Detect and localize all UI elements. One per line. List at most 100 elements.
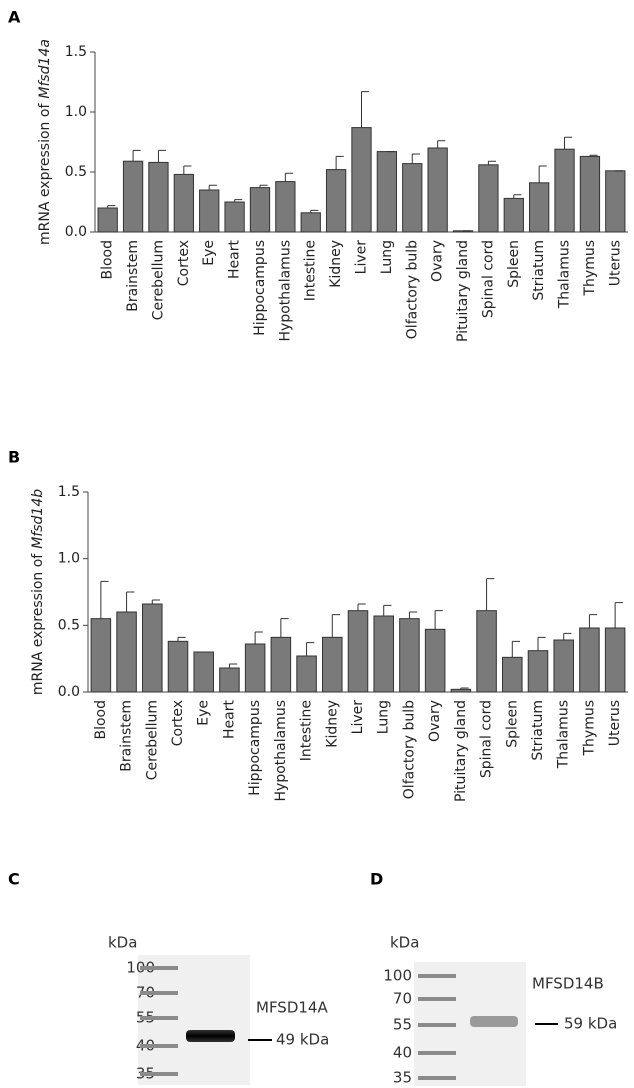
x-tick-label: Uterus [607, 240, 623, 286]
error-bar [537, 636, 546, 651]
ladder-band [140, 966, 178, 970]
x-tick-label: Eye [201, 240, 217, 266]
error-bar [434, 610, 443, 630]
error-bar [564, 136, 573, 150]
bar [476, 610, 497, 693]
bar [450, 688, 472, 693]
bar [424, 628, 446, 693]
x-tick-label: Lung [376, 700, 392, 734]
bar [579, 155, 601, 233]
error-bar [335, 155, 344, 170]
bar [193, 651, 214, 693]
y-tick-label: 1.5 [65, 44, 87, 60]
ladder-band [418, 974, 456, 978]
error-bar [357, 603, 366, 611]
bar [427, 147, 448, 233]
x-tick-label: Hypothalamus [273, 700, 289, 801]
error-bar [259, 184, 268, 188]
bar [399, 618, 420, 693]
error-bar [107, 205, 116, 208]
x-tick-label: Heart [227, 239, 243, 278]
error-bar [100, 580, 109, 619]
error-bar [234, 199, 243, 202]
bar [224, 201, 245, 233]
x-tick-label: Intestine [299, 700, 315, 761]
x-tick-label: Striatum [531, 240, 547, 301]
error-bar [408, 611, 418, 619]
ladder-band [418, 1023, 456, 1027]
error-bar [511, 640, 520, 658]
x-tick-label: Ovary [427, 700, 443, 742]
x-tick-label: Brainstem [119, 700, 135, 772]
panel-label: B [8, 448, 20, 467]
bar [529, 182, 550, 233]
x-tick-label: Kidney [328, 240, 344, 288]
error-bar [487, 160, 497, 165]
x-tick-label: Striatum [530, 700, 546, 761]
bar [478, 164, 499, 233]
y-tick-label: 1.5 [58, 484, 80, 500]
error-bar [126, 591, 135, 612]
error-bar [437, 140, 446, 148]
x-tick-label: Liver [350, 700, 366, 735]
panel-label: C [8, 870, 20, 889]
bar [347, 610, 369, 693]
ladder-band [418, 997, 456, 1001]
x-tick-label: Uterus [607, 700, 623, 746]
error-bar [284, 172, 293, 182]
x-tick-label: Olfactory bulb [404, 240, 420, 339]
error-bar [280, 618, 289, 638]
error-bar [310, 209, 319, 213]
x-tick-label: Hippocampus [252, 240, 268, 336]
protein-label: MFSD14B [532, 975, 604, 993]
error-bar [588, 614, 598, 628]
y-axis-label-text: mRNA expression of [30, 553, 46, 695]
unit-label: kDa [390, 934, 419, 952]
ladder-label: 100 [383, 967, 412, 985]
error-bar [183, 165, 192, 175]
bar [402, 163, 423, 233]
bar [167, 640, 189, 693]
blot-band [186, 1030, 235, 1042]
x-tick-label: Liver [354, 240, 370, 275]
bar [270, 636, 292, 693]
x-tick-label: Blood [100, 240, 116, 280]
ladder-label: 35 [393, 1069, 412, 1087]
error-bar [411, 153, 420, 164]
error-bar [383, 604, 392, 616]
ladder-band [418, 1051, 456, 1055]
error-bar [132, 149, 141, 162]
x-tick-label: Intestine [303, 240, 319, 301]
bar [373, 615, 394, 693]
error-bar [157, 149, 167, 163]
error-bar [331, 614, 340, 638]
y-axis-label-text: mRNA expression of [37, 103, 53, 245]
error-bar [538, 165, 547, 183]
x-tick-label: Thalamus [556, 700, 572, 769]
y-tick-label: 0.0 [58, 684, 80, 700]
ladder-band [140, 1072, 178, 1076]
bar [116, 611, 137, 693]
y-axis-label: mRNA expression of Mfsd14a [37, 39, 53, 245]
bar [275, 181, 296, 233]
x-tick-label: Cortex [176, 240, 192, 286]
y-tick-label: 0.5 [65, 164, 87, 180]
error-bar [208, 184, 217, 190]
x-tick-label: Hypothalamus [277, 240, 293, 341]
bar [503, 197, 524, 233]
bar [148, 161, 169, 233]
x-tick-label: Cerebellum [150, 240, 166, 320]
blot-band [470, 1016, 518, 1027]
panel-label: A [8, 8, 21, 27]
ladder-band [418, 1076, 456, 1080]
x-tick-label: Pituitary gland [455, 240, 471, 342]
y-tick-label: 1.0 [58, 551, 80, 567]
x-tick-label: Spleen [506, 240, 522, 288]
unit-label: kDa [108, 934, 137, 952]
y-axis-label-gene: Mfsd14a [37, 39, 53, 99]
x-tick-label: Spinal cord [480, 240, 496, 318]
bar [605, 170, 626, 233]
bar [300, 212, 321, 233]
x-tick-label: Heart [221, 699, 237, 738]
